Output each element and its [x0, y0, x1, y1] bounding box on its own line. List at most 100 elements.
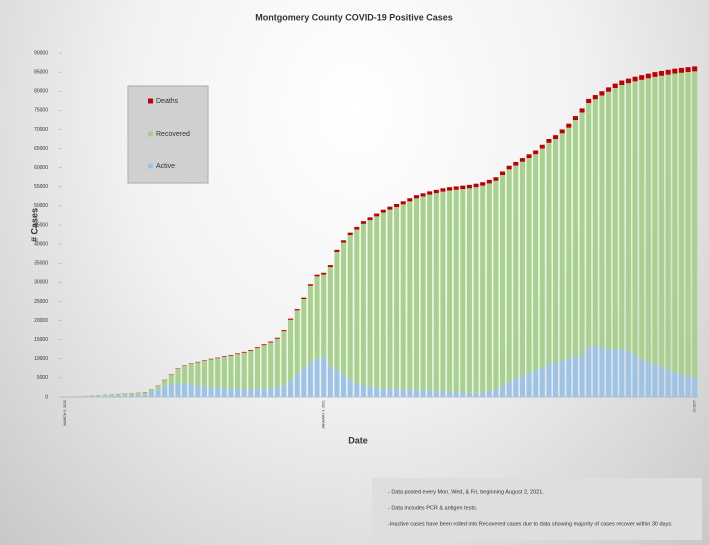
- bar-segment: [665, 74, 671, 371]
- bar-segment: [420, 196, 426, 391]
- bar-segment: [453, 189, 459, 393]
- bar-segment: [314, 274, 320, 277]
- bar-segment: [109, 395, 115, 397]
- y-tick-label: 50000: [34, 203, 48, 209]
- bar-segment: [572, 120, 578, 357]
- bar-segment: [586, 347, 592, 397]
- bar-segment: [221, 356, 227, 389]
- y-tick-label: 5000: [37, 375, 48, 381]
- bar-segment: [592, 95, 598, 100]
- bar-segment: [619, 349, 625, 397]
- bar-segment: [526, 373, 532, 397]
- bar-segment: [201, 386, 207, 397]
- bar-segment: [175, 383, 181, 397]
- bar-segment: [201, 360, 207, 361]
- bar-segment: [387, 206, 393, 210]
- bar-segment: [168, 384, 174, 397]
- bar-segment: [301, 298, 307, 369]
- y-tick-label: 70000: [34, 127, 48, 133]
- bar-segment: [639, 75, 645, 80]
- bar-segment: [440, 391, 446, 397]
- bar-segment: [599, 91, 605, 96]
- bar-segment: [480, 182, 486, 186]
- y-tick-label: 25000: [34, 299, 48, 305]
- bar-segment: [678, 67, 684, 73]
- bar-segment: [360, 223, 366, 386]
- bar-segment: [307, 362, 313, 397]
- bar-segment: [473, 392, 479, 397]
- y-tick-label: 0: [45, 394, 48, 400]
- bar-segment: [440, 191, 446, 392]
- bar-segment: [447, 187, 453, 191]
- bar-segment: [645, 78, 651, 363]
- bar-segment: [480, 392, 486, 397]
- bar-segment: [632, 354, 638, 397]
- bar-segment: [519, 161, 525, 376]
- bar-segment: [678, 72, 684, 375]
- bar-segment: [182, 383, 188, 397]
- bar-segment: [625, 78, 631, 84]
- y-tick-label: 35000: [34, 261, 48, 267]
- bar-segment: [248, 350, 254, 389]
- bar-segment: [652, 76, 658, 365]
- bar-segment: [122, 393, 128, 396]
- bar-segment: [380, 209, 386, 213]
- bar-segment: [606, 91, 612, 350]
- bar-segment: [115, 395, 121, 397]
- bar-segment: [619, 80, 625, 86]
- bar-segment: [632, 81, 638, 355]
- bar-segment: [347, 235, 353, 380]
- bar-segment: [513, 161, 519, 166]
- bar-segment: [692, 66, 698, 72]
- bar-segment: [519, 375, 525, 397]
- bar-segment: [420, 390, 426, 397]
- bar-segment: [175, 368, 181, 384]
- bar-segment: [341, 374, 347, 397]
- bar-segment: [433, 390, 439, 397]
- y-tick-label: 15000: [34, 337, 48, 343]
- bar-segment: [579, 112, 585, 355]
- bar-segment: [321, 272, 327, 275]
- y-tick-label: 65000: [34, 146, 48, 152]
- bar-segment: [447, 190, 453, 392]
- bar-segment: [480, 185, 486, 393]
- bar-segment: [135, 394, 141, 397]
- bar-segment: [407, 198, 413, 202]
- bar-segment: [135, 392, 141, 395]
- bar-segment: [76, 396, 82, 397]
- bar-segment: [606, 87, 612, 92]
- bar-segment: [268, 387, 274, 397]
- bar-segment: [553, 362, 559, 397]
- bar-segment: [261, 345, 267, 389]
- y-tick-label: 90000: [34, 50, 48, 56]
- bar-segment: [407, 389, 413, 397]
- bar-segment: [387, 388, 393, 397]
- bar-segment: [288, 318, 294, 320]
- bar-segment: [553, 139, 559, 363]
- bar-segment: [115, 394, 121, 396]
- bar-segment: [195, 362, 201, 386]
- bar-segment: [645, 73, 651, 79]
- bar-segment: [327, 366, 333, 397]
- bar-segment: [400, 201, 406, 205]
- bar-segment: [254, 347, 260, 349]
- bar-segment: [122, 395, 128, 397]
- y-tick-label: 75000: [34, 108, 48, 114]
- bar-segment: [162, 380, 168, 387]
- bar-segment: [645, 362, 651, 397]
- bar-segment: [314, 276, 320, 359]
- bar-segment: [526, 157, 532, 374]
- bar-segment: [612, 83, 618, 89]
- bar-segment: [546, 139, 552, 143]
- bar-segment: [268, 341, 274, 343]
- bar-segment: [354, 383, 360, 397]
- bar-segment: [380, 212, 386, 389]
- bar-segment: [327, 265, 333, 268]
- bar-segment: [314, 358, 320, 397]
- y-tick-label: 40000: [34, 241, 48, 247]
- bar-segment: [281, 331, 287, 385]
- bar-segment: [235, 388, 241, 397]
- bar-segment: [672, 73, 678, 373]
- bar-segment: [625, 351, 631, 397]
